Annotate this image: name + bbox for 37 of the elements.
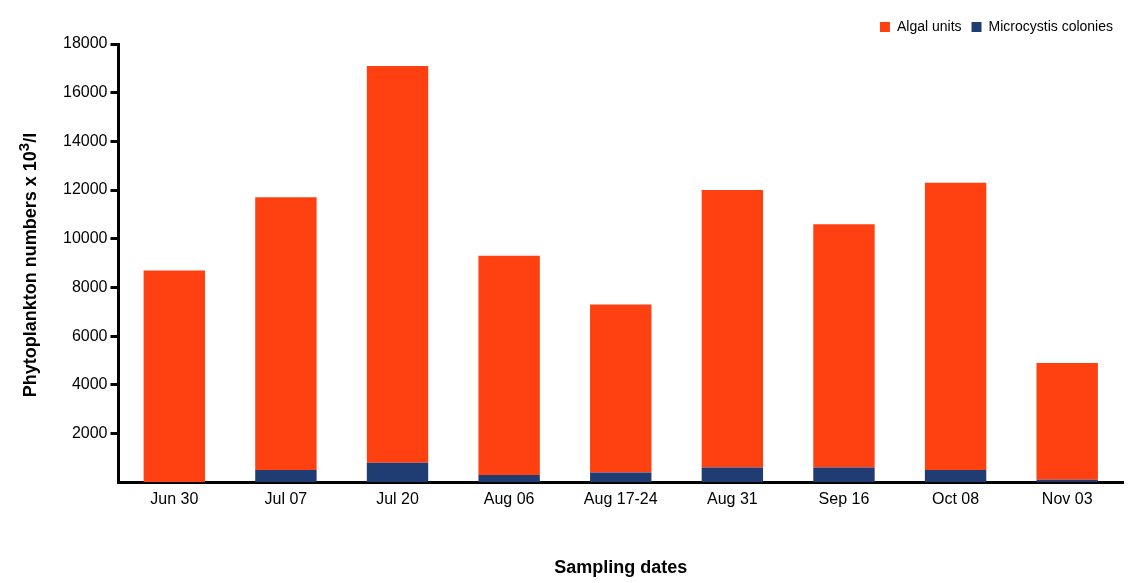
x-tick-label: Nov 03 — [1041, 490, 1093, 508]
bar — [701, 190, 764, 468]
bar — [590, 472, 652, 483]
bar — [924, 470, 987, 483]
x-axis-title: Sampling dates — [554, 557, 688, 578]
y-tick-label: 14000 — [62, 131, 108, 149]
bar — [366, 462, 429, 483]
x-tick-label: Jul 07 — [264, 490, 308, 508]
bar — [701, 467, 764, 483]
x-tick-label: Aug 06 — [483, 490, 535, 508]
x-tick-label: Aug 17-24 — [583, 490, 658, 508]
bar — [590, 304, 652, 473]
y-tick-label: 10000 — [62, 229, 108, 247]
x-tick-label: Jun 30 — [150, 490, 199, 508]
bar — [924, 182, 987, 471]
y-tick-label: 6000 — [71, 326, 108, 344]
bar — [255, 197, 317, 471]
y-tick-label: 2000 — [71, 423, 108, 441]
x-tick-label: Jul 20 — [376, 490, 419, 508]
bar — [143, 270, 205, 483]
x-tick-label: Sep 16 — [818, 490, 870, 508]
bar — [813, 224, 875, 468]
bar — [366, 65, 429, 463]
legend-label: Microcystis colonies — [988, 17, 1114, 34]
legend-label: Algal units — [896, 17, 962, 34]
y-tick-label: 8000 — [71, 277, 108, 295]
x-tick-label: Oct 08 — [932, 490, 980, 508]
bar — [255, 470, 317, 483]
bar — [478, 255, 540, 475]
bar — [813, 467, 875, 483]
y-tick-label: 4000 — [71, 375, 108, 393]
y-tick-label: 16000 — [62, 83, 108, 101]
y-tick-label: 12000 — [62, 180, 108, 198]
y-tick-label: 18000 — [62, 34, 108, 52]
x-tick-label: Aug 31 — [707, 490, 758, 508]
bar — [1036, 362, 1098, 480]
bar — [478, 474, 540, 483]
